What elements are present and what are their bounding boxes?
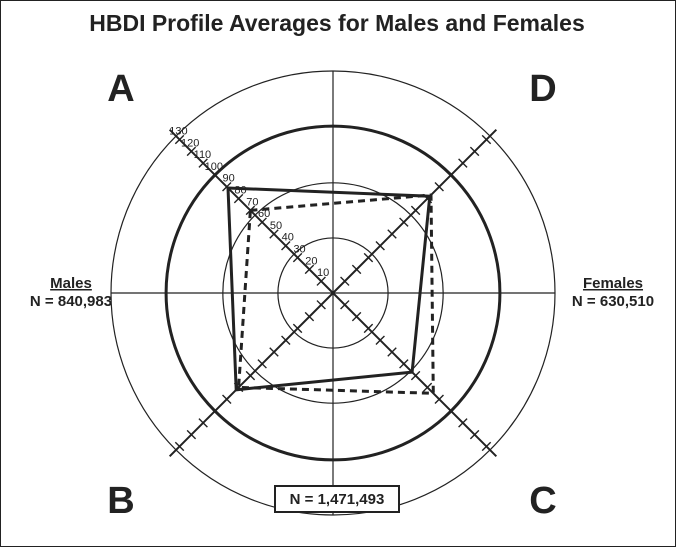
males-group-label: Males [50, 275, 92, 292]
tick-label-50: 50 [270, 220, 282, 232]
tick-c-100 [446, 406, 456, 416]
quadrant-label-b: B [107, 480, 134, 522]
tick-a-30 [292, 252, 303, 263]
tick-a-100 [210, 170, 220, 180]
tick-label-10: 10 [317, 267, 329, 279]
axis-lines [111, 71, 555, 515]
quadrant-label-c: C [529, 480, 556, 522]
tick-d-40 [375, 241, 385, 251]
tick-a-70 [245, 205, 256, 216]
total-count-label: N = 1,471,493 [290, 491, 385, 508]
axis-diagonal-c [332, 292, 498, 458]
tick-a-60 [257, 217, 267, 227]
tick-c-120 [469, 429, 480, 440]
tick-b-40 [281, 335, 291, 345]
tick-d-100 [446, 170, 456, 180]
tick-d-50 [387, 229, 397, 239]
tick-c-90 [434, 394, 444, 404]
females-group-label: Females [583, 275, 643, 292]
tick-label-100: 100 [205, 161, 223, 173]
tick-d-110 [458, 158, 468, 168]
males-count-label: N = 840,983 [30, 293, 112, 310]
tick-label-30: 30 [293, 244, 305, 256]
tick-d-20 [351, 264, 362, 275]
chart-title: HBDI Profile Averages for Males and Fema… [89, 10, 585, 36]
tick-label-40: 40 [282, 232, 294, 244]
tick-a-120 [186, 146, 197, 157]
axis-diagonal-d [332, 128, 498, 294]
tick-c-10 [340, 300, 350, 310]
tick-c-80 [422, 382, 433, 393]
tick-c-130 [481, 441, 492, 452]
tick-a-80 [233, 193, 244, 204]
tick-d-30 [363, 252, 374, 263]
females-count-label: N = 630,510 [572, 293, 654, 310]
tick-c-30 [363, 323, 374, 334]
tick-label-120: 120 [181, 137, 199, 149]
tick-b-110 [198, 418, 208, 428]
tick-d-10 [340, 276, 350, 286]
tick-label-20: 20 [305, 255, 317, 267]
tick-b-60 [257, 359, 267, 369]
tick-label-90: 90 [223, 173, 235, 185]
quadrant-label-d: D [529, 68, 556, 110]
tick-d-120 [469, 146, 480, 157]
tick-a-50 [269, 229, 279, 239]
tick-b-90 [222, 394, 232, 404]
tick-a-110 [198, 158, 208, 168]
tick-label-110: 110 [194, 149, 212, 161]
tick-d-130 [481, 134, 492, 145]
tick-a-130 [174, 134, 185, 145]
tick-d-60 [399, 217, 409, 227]
total-count-box [274, 485, 400, 513]
tick-d-70 [410, 205, 421, 216]
tick-b-50 [269, 347, 279, 357]
tick-b-120 [186, 429, 197, 440]
tick-label-130: 130 [169, 126, 187, 138]
tick-b-100 [210, 406, 220, 416]
tick-label-80: 80 [234, 185, 246, 197]
tick-c-70 [410, 370, 421, 381]
axis-ticks [174, 134, 492, 452]
tick-a-40 [281, 241, 291, 251]
tick-label-60: 60 [258, 208, 270, 220]
tick-d-90 [434, 182, 444, 192]
tick-c-50 [387, 347, 397, 357]
tick-b-20 [304, 311, 315, 322]
axis-diagonal-b [168, 292, 334, 458]
tick-c-40 [375, 335, 385, 345]
tick-b-70 [245, 370, 256, 381]
tick-b-130 [174, 441, 185, 452]
tick-a-20 [304, 264, 315, 275]
tick-b-10 [316, 300, 326, 310]
quadrant-label-a: A [107, 68, 134, 110]
tick-c-20 [351, 311, 362, 322]
tick-b-30 [292, 323, 303, 334]
tick-c-110 [458, 418, 468, 428]
tick-a-10 [316, 276, 326, 286]
tick-c-60 [399, 359, 409, 369]
series-females-polygon [236, 193, 435, 395]
series-group [226, 186, 435, 395]
series-males-polygon [226, 186, 432, 392]
tick-label-70: 70 [246, 196, 258, 208]
